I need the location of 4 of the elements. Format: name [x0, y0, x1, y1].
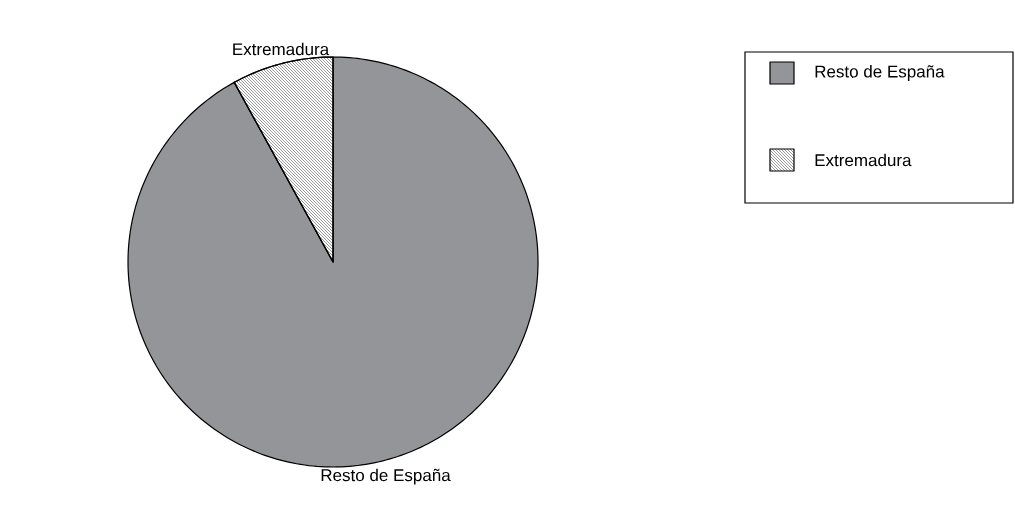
slice-label: Resto de España	[321, 468, 451, 485]
legend-label: Extremadura	[815, 153, 912, 167]
legend-label: Resto de España	[815, 65, 945, 81]
slice-label: Extremadura	[233, 42, 330, 56]
